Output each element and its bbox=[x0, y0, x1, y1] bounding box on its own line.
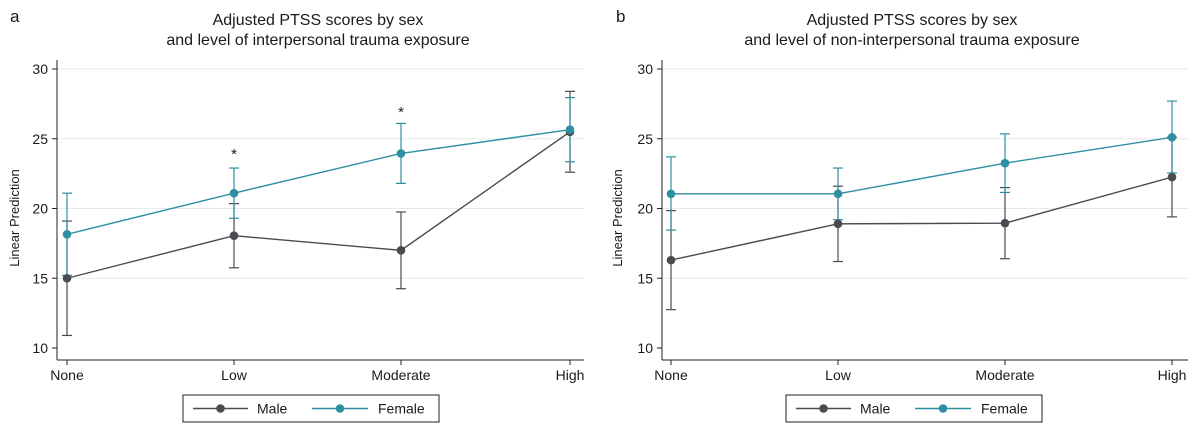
x-tick-label: Low bbox=[825, 367, 852, 383]
x-tick-label: Low bbox=[221, 367, 248, 383]
significance-marker: * bbox=[231, 146, 237, 163]
chart-title-line: and level of non-interpersonal trauma ex… bbox=[744, 32, 1079, 49]
y-tick-label: 20 bbox=[32, 201, 48, 217]
data-point-male bbox=[1000, 218, 1010, 228]
series-line-female bbox=[66, 128, 571, 235]
data-point-female bbox=[1000, 158, 1010, 168]
data-point-male bbox=[229, 231, 239, 241]
y-tick-label: 25 bbox=[32, 131, 48, 147]
data-point-female bbox=[229, 188, 239, 198]
y-tick-label: 30 bbox=[32, 61, 48, 77]
data-point-male bbox=[396, 246, 406, 255]
legend-marker-male bbox=[216, 404, 225, 413]
legend-marker-female bbox=[938, 404, 948, 413]
data-point-male bbox=[666, 255, 676, 265]
data-point-male bbox=[62, 273, 72, 283]
chart-panel-a: a Adjusted PTSS scores by sex and level of… bbox=[7, 7, 585, 423]
y-tick-label: 15 bbox=[32, 270, 48, 286]
data-point-female bbox=[565, 125, 575, 134]
x-tick-label: Moderate bbox=[371, 367, 430, 383]
y-tick-label: 30 bbox=[637, 61, 653, 77]
data-point-female bbox=[62, 230, 72, 239]
y-tick-label: 25 bbox=[637, 131, 653, 147]
x-tick-label: High bbox=[556, 367, 585, 383]
x-tick-label: None bbox=[50, 367, 84, 383]
legend-marker-female bbox=[335, 404, 345, 413]
data-point-female bbox=[396, 149, 406, 158]
y-tick-label: 20 bbox=[637, 201, 653, 217]
x-tick-label: High bbox=[1158, 367, 1187, 383]
panel-label: a bbox=[10, 7, 20, 26]
chart-title-line: Adjusted PTSS scores by sex bbox=[807, 12, 1018, 29]
data-point-female bbox=[666, 189, 676, 199]
y-axis-title: Linear Prediction bbox=[610, 169, 625, 267]
chart-title-line: Adjusted PTSS scores by sex bbox=[213, 12, 424, 29]
data-point-female bbox=[1167, 133, 1177, 142]
chart-panel-b: b Adjusted PTSS scores by sex and level of… bbox=[610, 7, 1188, 423]
legend-label-male: Male bbox=[257, 401, 288, 417]
y-tick-label: 10 bbox=[637, 340, 653, 356]
series-line-male bbox=[66, 131, 571, 279]
significance-marker: * bbox=[398, 104, 404, 121]
legend-marker-male bbox=[819, 404, 828, 413]
legend-label-female: Female bbox=[378, 401, 425, 417]
series-line-female bbox=[671, 136, 1173, 195]
x-tick-label: Moderate bbox=[975, 367, 1034, 383]
data-point-female bbox=[833, 189, 843, 199]
legend-label-male: Male bbox=[860, 401, 891, 417]
y-tick-label: 15 bbox=[637, 270, 653, 286]
y-axis-title: Linear Prediction bbox=[7, 169, 22, 267]
panel-label: b bbox=[616, 7, 625, 26]
data-point-male bbox=[1167, 172, 1177, 182]
chart-title-line: and level of interpersonal trauma exposu… bbox=[166, 32, 469, 49]
legend-label-female: Female bbox=[981, 401, 1028, 417]
x-tick-label: None bbox=[654, 367, 688, 383]
series-line-male bbox=[670, 176, 1173, 261]
data-point-male bbox=[833, 219, 843, 229]
y-tick-label: 10 bbox=[32, 340, 48, 356]
